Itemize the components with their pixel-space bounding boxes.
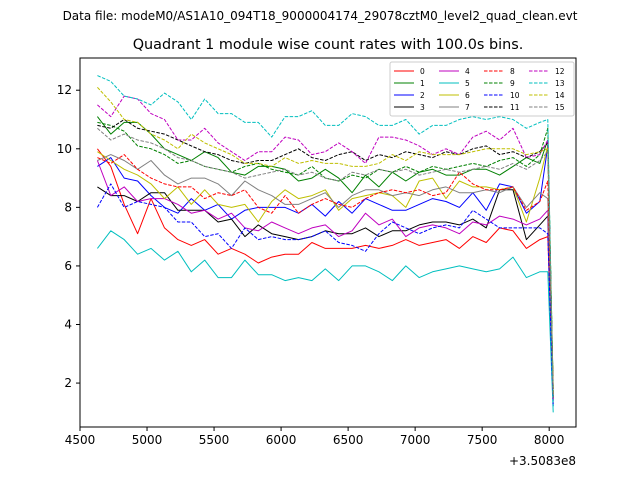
series-line-1 <box>97 116 554 389</box>
legend-label: 3 <box>420 103 425 112</box>
y-tick-label: 6 <box>64 259 72 273</box>
x-tick-label: 5500 <box>199 433 230 447</box>
legend-label: 2 <box>420 91 425 100</box>
x-tick-label: 6000 <box>266 433 297 447</box>
legend-label: 11 <box>510 103 520 112</box>
series-line-0 <box>97 148 554 395</box>
y-tick-label: 12 <box>57 83 72 97</box>
series-line-14 <box>97 86 554 395</box>
legend-label: 14 <box>555 91 565 100</box>
legend-label: 5 <box>465 79 470 88</box>
series-layer <box>96 75 554 413</box>
legend-label: 15 <box>555 103 565 112</box>
series-line-3 <box>97 186 554 398</box>
legend-label: 9 <box>510 79 515 88</box>
series-line-9 <box>97 121 554 392</box>
series-line-10 <box>96 183 554 407</box>
x-tick-label: 7500 <box>467 433 498 447</box>
series-line-2 <box>97 145 554 401</box>
x-tick-label: 6500 <box>333 433 364 447</box>
y-tick-label: 4 <box>64 318 72 332</box>
legend-box <box>389 61 575 117</box>
x-tick-label: 4500 <box>65 433 96 447</box>
axes-frame <box>79 57 577 428</box>
y-axis: 2 4 6 8 10 12 <box>57 83 80 390</box>
series-line-13 <box>97 75 554 407</box>
series-line-12 <box>97 95 554 401</box>
legend-label: 6 <box>465 91 470 100</box>
legend-label: 7 <box>465 103 470 112</box>
y-tick-label: 8 <box>64 200 72 214</box>
x-tick-label: 8000 <box>534 433 565 447</box>
y-tick-label: 2 <box>64 376 72 390</box>
series-line-11 <box>97 119 554 398</box>
chart-title: Quadrant 1 module wise count rates with … <box>133 37 524 53</box>
x-tick-label: 7000 <box>400 433 431 447</box>
series-line-5 <box>97 230 554 413</box>
legend-label: 12 <box>555 67 565 76</box>
legend-label: 13 <box>555 79 565 88</box>
legend-label: 0 <box>420 67 425 76</box>
legend-label: 1 <box>420 79 425 88</box>
y-tick-label: 10 <box>57 142 72 156</box>
x-tick-label: 5000 <box>132 433 163 447</box>
x-axis-offset-label: +3.5083e8 <box>509 454 576 468</box>
series-line-8 <box>97 154 554 389</box>
series-line-15 <box>97 127 554 398</box>
legend-label: 8 <box>510 67 515 76</box>
figure-suptitle: Data file: modeM0/AS1A10_094T18_90000041… <box>63 9 578 23</box>
series-line-4 <box>96 160 554 404</box>
x-axis: 4500 5000 5500 6000 6500 7000 7500 8000 <box>65 427 565 447</box>
legend-label: 10 <box>510 91 520 100</box>
legend-label: 4 <box>465 67 470 76</box>
